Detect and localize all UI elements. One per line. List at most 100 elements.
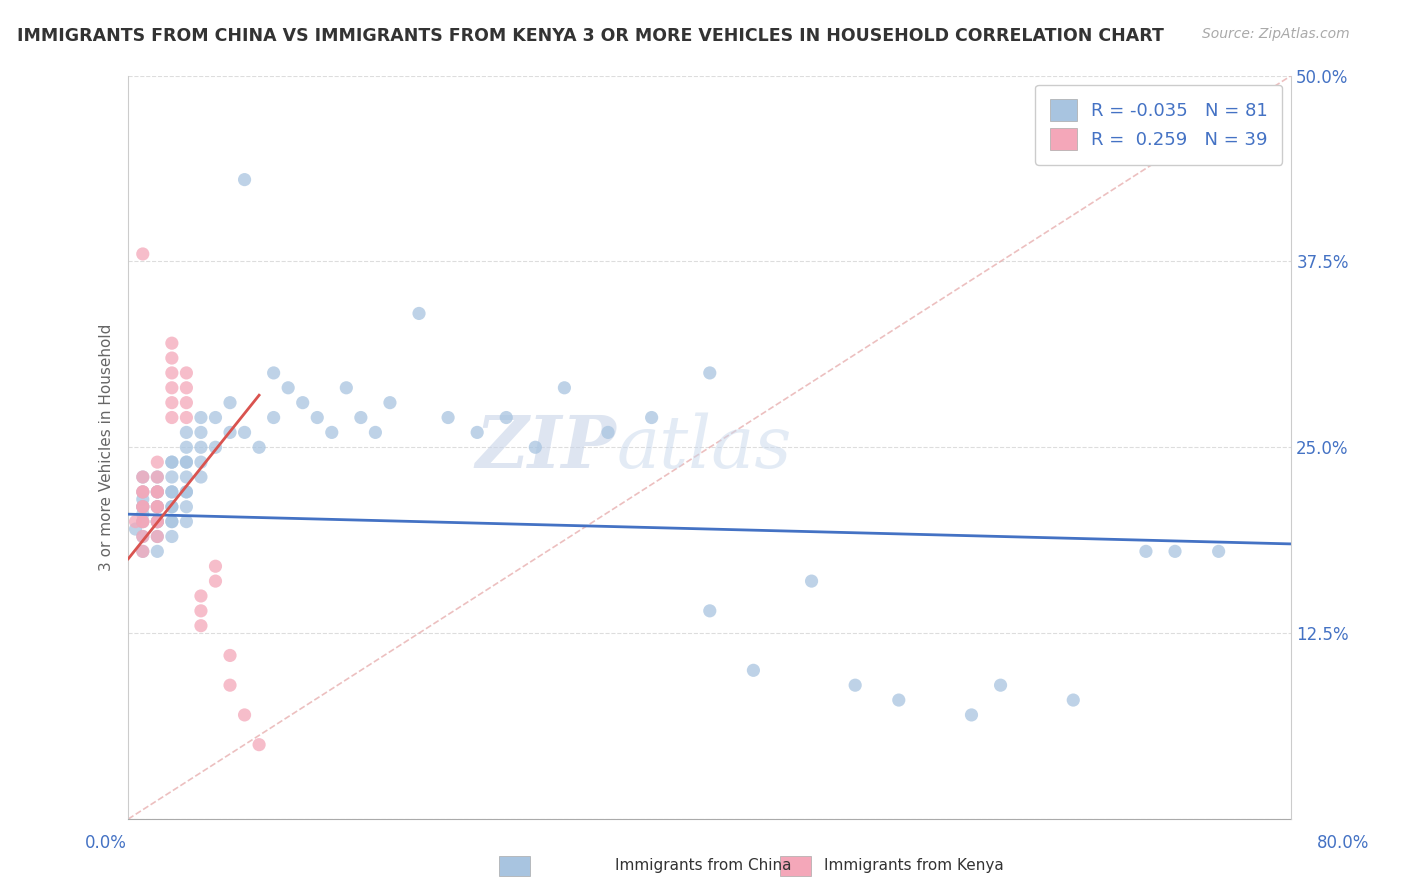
Point (335, 381, 357, 395)
Point (146, 515, 169, 529)
Point (176, 470, 198, 484)
Point (146, 515, 169, 529)
Point (321, 425, 343, 440)
Point (524, 440, 547, 454)
Point (176, 455, 198, 469)
Point (132, 500, 155, 514)
Point (132, 484, 155, 499)
Point (742, 663, 765, 677)
Point (132, 484, 155, 499)
Point (132, 500, 155, 514)
Point (146, 500, 169, 514)
Text: IMMIGRANTS FROM CHINA VS IMMIGRANTS FROM KENYA 3 OR MORE VEHICLES IN HOUSEHOLD C: IMMIGRANTS FROM CHINA VS IMMIGRANTS FROM… (17, 27, 1164, 45)
Point (132, 515, 155, 529)
Point (176, 366, 198, 380)
Point (204, 574, 226, 588)
Point (844, 678, 866, 692)
Point (1208, 544, 1230, 558)
Point (176, 425, 198, 440)
Point (160, 395, 183, 409)
Point (132, 500, 155, 514)
Point (132, 492, 155, 507)
Point (146, 529, 169, 543)
Point (160, 455, 183, 469)
Point (146, 500, 169, 514)
Point (160, 336, 183, 351)
Point (160, 351, 183, 365)
Point (176, 515, 198, 529)
Point (124, 515, 146, 529)
Point (160, 529, 183, 543)
Point (160, 484, 183, 499)
Point (132, 470, 155, 484)
Point (176, 500, 198, 514)
Point (146, 529, 169, 543)
Point (699, 604, 721, 618)
Point (247, 440, 270, 454)
Point (160, 515, 183, 529)
Point (146, 500, 169, 514)
Text: ZIP: ZIP (475, 412, 617, 483)
Point (132, 507, 155, 521)
Point (219, 425, 242, 440)
Point (408, 306, 430, 320)
Point (190, 470, 212, 484)
Point (291, 395, 314, 409)
Point (176, 484, 198, 499)
Point (160, 500, 183, 514)
Point (176, 484, 198, 499)
Text: Immigrants from Kenya: Immigrants from Kenya (824, 858, 1004, 872)
Point (146, 484, 169, 499)
Point (277, 381, 299, 395)
Text: 0.0%: 0.0% (84, 834, 127, 852)
Point (146, 470, 169, 484)
Point (233, 425, 256, 440)
Point (190, 604, 212, 618)
Point (219, 395, 242, 409)
Point (190, 440, 212, 454)
Point (378, 395, 401, 409)
Point (146, 515, 169, 529)
Point (263, 410, 285, 425)
Point (146, 484, 169, 499)
Point (176, 395, 198, 409)
Point (160, 500, 183, 514)
Text: 80.0%: 80.0% (1316, 834, 1369, 852)
Point (364, 425, 387, 440)
Text: Immigrants from China: Immigrants from China (614, 858, 792, 872)
Point (132, 500, 155, 514)
Point (132, 529, 155, 543)
Point (960, 707, 983, 722)
Point (800, 574, 823, 588)
Point (247, 738, 270, 752)
Point (146, 470, 169, 484)
Point (887, 693, 910, 707)
Point (1135, 544, 1157, 558)
Point (132, 544, 155, 558)
Point (233, 707, 256, 722)
Point (307, 410, 329, 425)
Y-axis label: 3 or more Vehicles in Household: 3 or more Vehicles in Household (100, 324, 114, 571)
Point (219, 648, 242, 663)
Point (160, 470, 183, 484)
Point (160, 515, 183, 529)
Point (350, 410, 373, 425)
Point (204, 559, 226, 574)
Point (160, 410, 183, 425)
Point (160, 381, 183, 395)
Text: atlas: atlas (617, 412, 792, 483)
Point (190, 618, 212, 632)
Point (146, 484, 169, 499)
Point (233, 172, 256, 186)
Text: Source: ZipAtlas.com: Source: ZipAtlas.com (1202, 27, 1350, 41)
Legend: R = -0.035   N = 81, R =  0.259   N = 39: R = -0.035 N = 81, R = 0.259 N = 39 (1035, 85, 1282, 165)
Point (190, 425, 212, 440)
Point (146, 500, 169, 514)
Point (176, 410, 198, 425)
Point (1062, 693, 1084, 707)
Point (495, 410, 517, 425)
Point (640, 410, 662, 425)
Point (146, 544, 169, 558)
Point (146, 455, 169, 469)
Point (146, 515, 169, 529)
